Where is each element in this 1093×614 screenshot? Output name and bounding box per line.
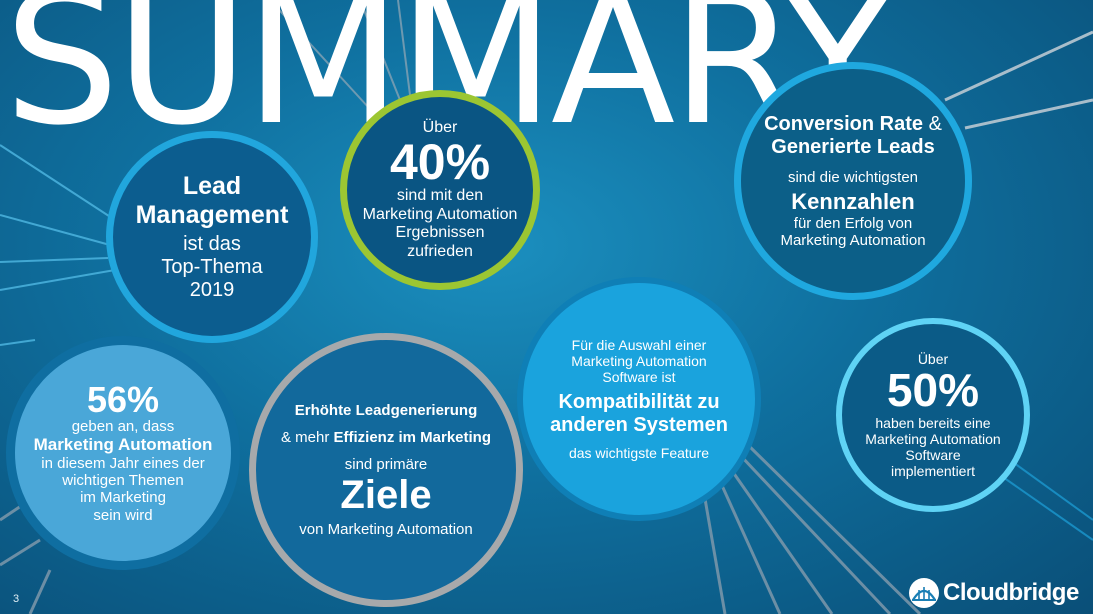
- fifty-six-percent-circle: 56% geben an, dass Marketing Automation …: [6, 336, 240, 570]
- lead-management-circle: Lead Management ist das Top-Thema 2019: [106, 131, 318, 343]
- page-number: 3: [13, 593, 20, 605]
- compat-bold-1: Kompatibilität zu: [558, 391, 720, 414]
- conversion-text-3: Marketing Automation: [780, 231, 926, 249]
- fiftysix-text-2: in diesem Jahr eines der: [41, 454, 205, 472]
- fifty-value: 50%: [886, 363, 980, 416]
- lead-text-2: Top-Thema: [161, 255, 263, 278]
- fifty-text-2: Marketing Automation: [865, 430, 1001, 447]
- forty-pre: Über: [422, 119, 458, 137]
- conversion-text-2: für den Erfolg von: [793, 214, 913, 232]
- conversion-rate-circle: Conversion Rate & Generierte Leads sind …: [734, 62, 972, 300]
- forty-text-1: sind mit den: [396, 187, 484, 205]
- conversion-heading-1: Conversion Rate: [764, 112, 924, 135]
- forty-value: 40%: [389, 134, 491, 191]
- ziele-circle: Erhöhte Leadgenerierung & mehr Effizienz…: [249, 333, 523, 607]
- compat-bold-2: anderen Systemen: [550, 414, 728, 437]
- fifty-percent-circle: Über 50% haben bereits eine Marketing Au…: [836, 318, 1030, 512]
- forty-percent-circle: Über 40% sind mit den Marketing Automati…: [340, 90, 540, 290]
- compat-text-1: Für die Auswahl einer: [571, 336, 707, 353]
- fiftysix-text-5: sein wird: [93, 506, 153, 524]
- brand-logo: Cloudbridge: [909, 578, 1079, 608]
- conversion-text-1: sind die wichtigsten: [787, 168, 919, 186]
- ziele-bold-2: Effizienz im Marketing: [333, 428, 492, 446]
- fifty-pre: Über: [917, 350, 949, 367]
- ziele-big: Ziele: [340, 473, 432, 518]
- fiftysix-text-1: geben an, dass: [71, 418, 175, 436]
- brand-name: Cloudbridge: [943, 579, 1079, 606]
- ziele-bold-1: Erhöhte Leadgenerierung: [294, 401, 478, 419]
- lead-text-1: ist das: [183, 232, 241, 255]
- compat-text-4: das wichtigste Feature: [568, 445, 710, 462]
- fifty-text-4: implementiert: [890, 463, 976, 480]
- lead-text-3: 2019: [189, 278, 235, 301]
- conversion-ampersand: &: [923, 112, 942, 135]
- compat-text-2: Marketing Automation: [571, 352, 707, 369]
- cloudbridge-logo-icon: [909, 578, 939, 608]
- compat-text-3: Software ist: [602, 369, 676, 385]
- forty-text-3: Ergebnissen: [395, 224, 485, 242]
- fiftysix-text-3: wichtigen Themen: [62, 472, 184, 490]
- fiftysix-text-4: im Marketing: [80, 489, 166, 507]
- fifty-text-3: Software: [905, 447, 961, 464]
- ziele-pre: & mehr: [280, 428, 334, 446]
- conversion-heading-2: Generierte Leads: [771, 135, 935, 158]
- forty-text-4: zufrieden: [407, 242, 473, 260]
- fiftysix-bold: Marketing Automation: [33, 435, 213, 455]
- compatibility-circle: Für die Auswahl einer Marketing Automati…: [517, 277, 761, 521]
- lead-heading-1: Lead: [182, 172, 242, 201]
- lead-heading-2: Management: [135, 201, 289, 229]
- ziele-text-1: sind primäre: [344, 456, 428, 473]
- conversion-big: Kennzahlen: [791, 189, 915, 215]
- fifty-text-1: haben bereits eine: [875, 414, 991, 431]
- forty-text-2: Marketing Automation: [362, 205, 518, 223]
- fiftysix-value: 56%: [86, 379, 160, 421]
- ziele-text-2: von Marketing Automation: [299, 521, 473, 539]
